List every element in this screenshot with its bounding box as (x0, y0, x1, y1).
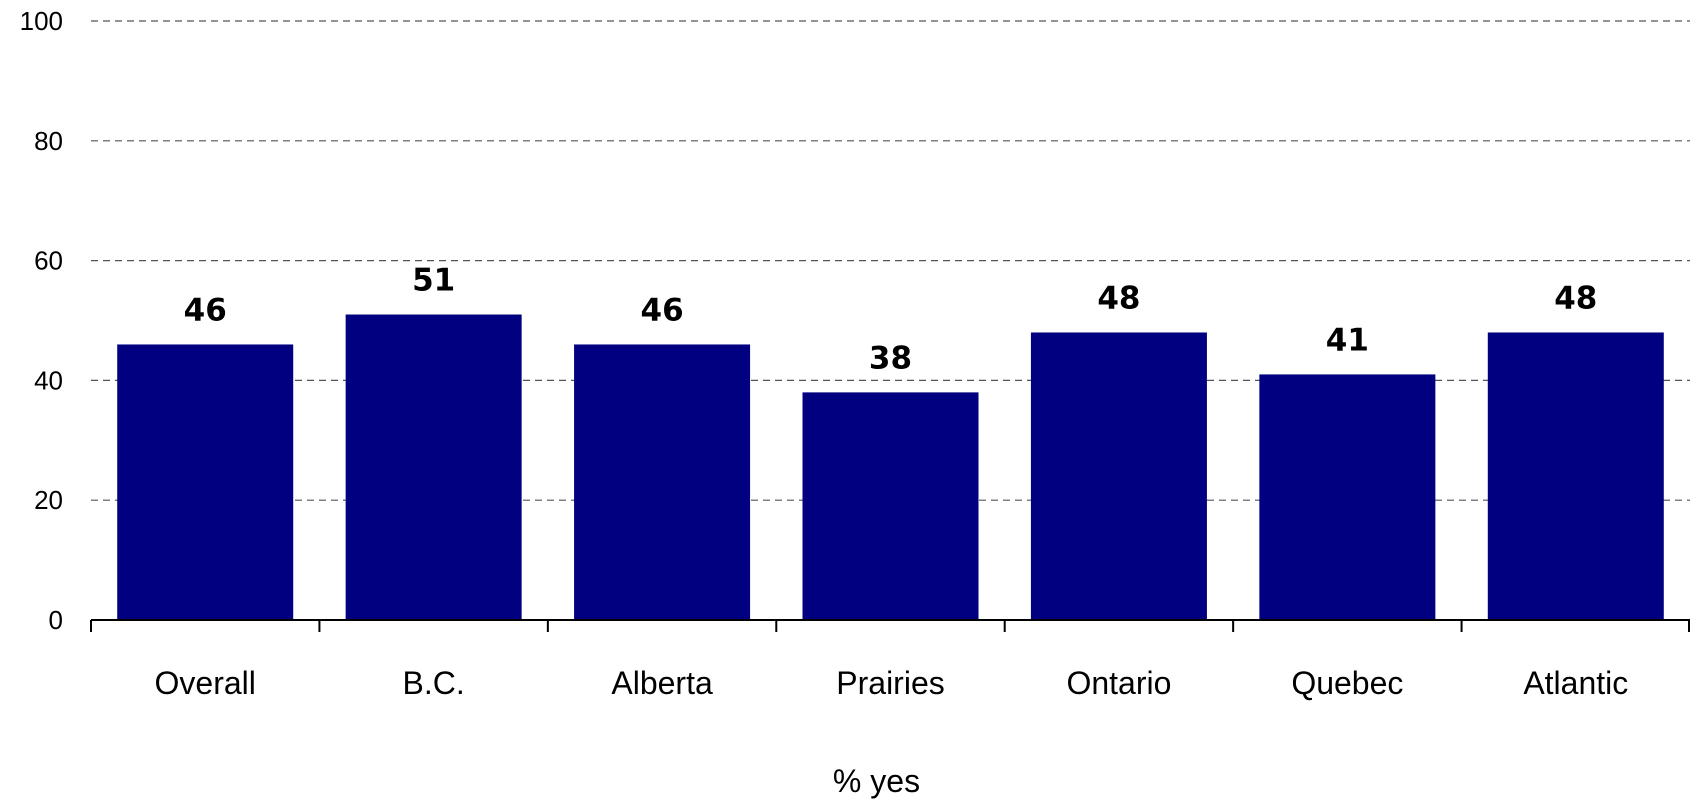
data-label: 46 (184, 292, 227, 328)
category-label: Prairies (836, 665, 944, 701)
x-axis (90, 619, 1690, 632)
x-axis-category-labels: Overall B.C. Alberta Prairies Ontario Quebec A… (155, 665, 1629, 701)
data-label: 41 (1326, 322, 1369, 358)
bar (802, 392, 979, 620)
y-tick-label: 0 (49, 605, 63, 635)
y-tick-label: 100 (20, 6, 63, 36)
y-tick-label: 20 (34, 485, 63, 515)
category-label: Quebec (1291, 665, 1403, 701)
data-label: 48 (1554, 280, 1597, 316)
category-label: Ontario (1066, 665, 1171, 701)
x-axis-title: % yes (833, 763, 920, 799)
bars (117, 314, 1664, 620)
y-tick-label: 60 (34, 246, 63, 276)
data-label: 51 (412, 263, 455, 299)
category-label: B.C. (403, 665, 465, 701)
data-labels: 46 51 46 38 48 41 48 (184, 263, 1598, 377)
bar (1259, 374, 1436, 620)
category-label: Overall (155, 665, 256, 701)
category-label: Atlantic (1523, 665, 1628, 701)
y-axis-tick-labels: 0 20 40 60 80 100 (20, 6, 63, 635)
category-label: Alberta (611, 665, 713, 701)
data-label: 46 (641, 292, 684, 328)
y-tick-label: 40 (34, 365, 63, 395)
bar (574, 344, 751, 620)
bar (1030, 332, 1207, 620)
data-label: 48 (1097, 280, 1140, 316)
data-label: 38 (869, 340, 912, 376)
bar (1487, 332, 1664, 620)
y-tick-label: 80 (34, 126, 63, 156)
bar (345, 314, 522, 620)
bar (117, 344, 294, 620)
